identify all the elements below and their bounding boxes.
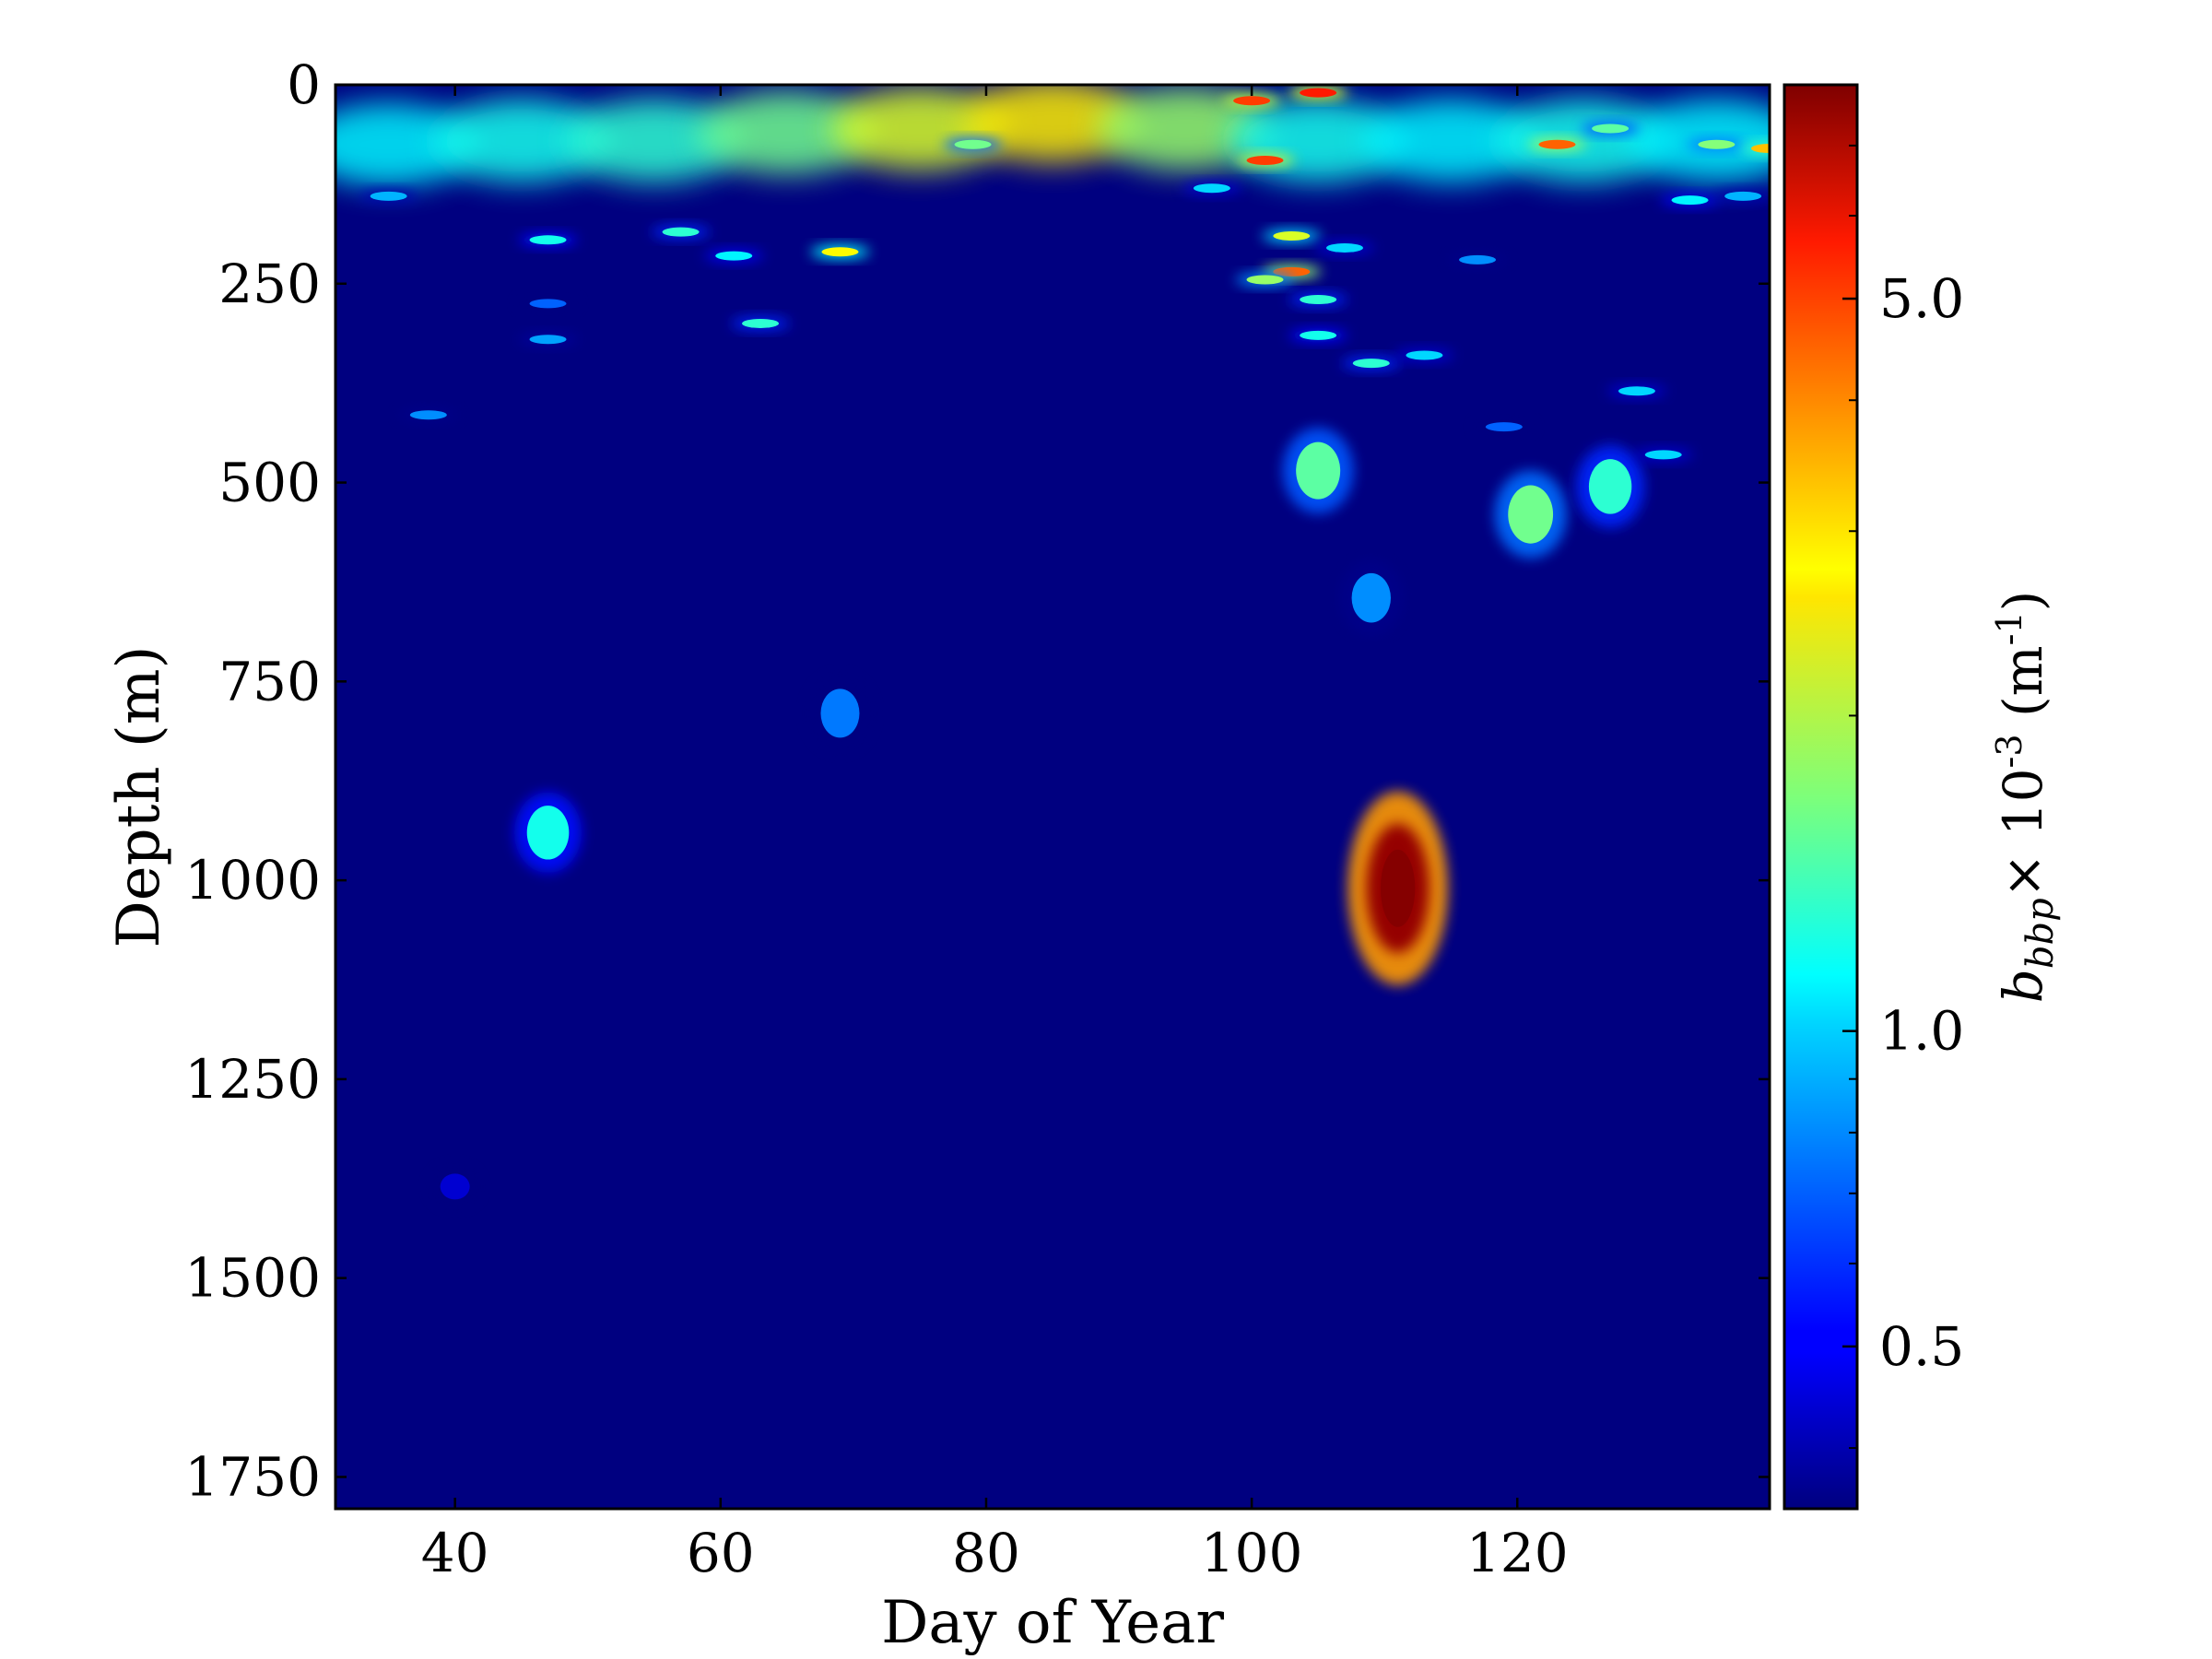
heatmap-patch (1606, 383, 1666, 398)
heatmap-patch (431, 1167, 479, 1206)
colorbar-gradient (1784, 85, 1857, 1509)
surface-layer-cell (566, 99, 742, 182)
heatmap-patch (1282, 428, 1354, 514)
y-tick-label: 250 (218, 253, 321, 315)
heatmap-patch (808, 677, 872, 750)
heatmap-patch (943, 137, 1003, 152)
heatmap-patch (518, 232, 578, 247)
heatmap-patch (1182, 181, 1241, 195)
heatmap-patch (1575, 445, 1645, 528)
x-tick-label: 40 (421, 1522, 489, 1584)
colorbar-label-unit-open: (m (1992, 645, 2054, 734)
y-tick: 250 (218, 253, 1770, 315)
heatmap-patch (1235, 153, 1295, 168)
surface-layer-cell (1363, 99, 1539, 182)
plot-area (334, 83, 1771, 1511)
heatmap-patch (1347, 791, 1448, 985)
heatmap-patch (1687, 137, 1747, 152)
colorbar-tick-label: 1.0 (1879, 1000, 1964, 1063)
colorbar-frame (1783, 83, 1859, 1511)
y-tick-label: 500 (218, 452, 321, 514)
y-tick: 1750 (184, 1445, 1770, 1508)
heatmap-patch (1494, 470, 1567, 559)
x-tick-label: 80 (952, 1522, 1020, 1584)
heatmap-patch (1740, 141, 1770, 156)
surface-layer-cell (699, 90, 875, 174)
x-tick: 40 (421, 85, 489, 1584)
y-tick-label: 750 (218, 650, 321, 712)
x-tick-label: 120 (1466, 1522, 1569, 1584)
heatmap-patch (1262, 229, 1322, 243)
colorbar-tick: 1.0 (1842, 1000, 1964, 1063)
x-axis-label: Day of Year (881, 1589, 1224, 1657)
surface-layer-cell (1098, 87, 1274, 171)
heatmap-patch (704, 249, 764, 264)
heatmap-patch (1288, 328, 1348, 343)
heatmap-patch (1222, 93, 1282, 108)
colorbar-label-symbol: b (1992, 969, 2054, 1003)
plot-frame (334, 83, 1771, 1511)
y-tick: 1250 (184, 1048, 1770, 1111)
colorbar-tick-label: 5.0 (1879, 267, 1964, 330)
x-tick: 80 (952, 85, 1020, 1584)
colorbar-tick: 5.0 (1842, 267, 1964, 330)
surface-layer-cell (965, 85, 1140, 162)
heatmap-patch (398, 407, 458, 422)
x-tick-label: 100 (1201, 1522, 1303, 1584)
y-tick-label: 1000 (184, 849, 321, 912)
colorbar-tick-label: 0.5 (1879, 1315, 1964, 1378)
heatmap-patch (1527, 137, 1587, 152)
x-tick: 100 (1201, 85, 1303, 1584)
heatmap-patch (1633, 447, 1693, 462)
heatmap-background (335, 85, 1770, 1509)
heatmap-patch (1288, 86, 1348, 100)
colorbar-label-unit-close: ) (1992, 591, 2054, 612)
x-tick: 60 (687, 85, 755, 1584)
y-tick-label: 1750 (184, 1445, 321, 1508)
y-axis: 0 250 500 750 1000 1250 1500 1750 (184, 53, 1770, 1508)
surface-layer-cell (335, 102, 477, 186)
y-axis-label: Depth (m) (105, 645, 173, 947)
colorbar-label-exponent: -3 (1989, 734, 2030, 768)
heatmap-patch (731, 316, 791, 331)
heatmap-patch (359, 189, 418, 204)
heatmap-patch (1339, 560, 1403, 635)
x-tick: 120 (1466, 85, 1569, 1584)
heatmap-patch (1474, 419, 1534, 434)
heatmap-patch (518, 332, 578, 347)
y-tick: 1500 (184, 1247, 1770, 1310)
heatmap-patch (1660, 193, 1720, 207)
colorbar-label-multiplier: × 10 (1992, 768, 2054, 898)
surface-layer-cell (433, 99, 609, 182)
surface-layer-cell (1496, 99, 1672, 182)
heatmap-patch (514, 792, 582, 874)
heatmap-patch (1314, 241, 1374, 255)
colorbar: 0.5 1.0 5.0 bbbp× 10-3 (m-1) (1783, 83, 2062, 1511)
heatmap-patch (1235, 272, 1295, 287)
heatmap-patch (810, 244, 870, 259)
y-tick-label: 1250 (184, 1048, 321, 1111)
y-tick: 1000 (184, 849, 1770, 912)
y-tick: 500 (218, 452, 1770, 514)
colorbar-label: bbbp× 10-3 (m-1) (1989, 591, 2062, 1004)
y-tick: 750 (218, 650, 1770, 712)
y-tick-label: 1500 (184, 1247, 321, 1310)
heatmap-patch (1341, 356, 1401, 371)
colorbar-label-unit-exponent: -1 (1989, 611, 2030, 645)
heatmap-patch (1288, 292, 1348, 307)
heatmap-patch (518, 296, 578, 311)
heatmap-patch (1394, 347, 1454, 362)
heatmap-patch (1713, 189, 1770, 204)
heatmap-patch (651, 225, 711, 240)
colorbar-label-subscript: bbp (2019, 898, 2062, 969)
x-tick-label: 60 (687, 1522, 755, 1584)
heatmap-patch (1448, 253, 1508, 267)
x-axis: 40 60 80 100 120 (421, 85, 1569, 1584)
y-tick-label: 0 (287, 53, 321, 116)
y-tick: 0 (287, 53, 1770, 116)
colorbar-tick: 0.5 (1842, 1315, 1964, 1378)
heatmap-patch (1581, 121, 1641, 135)
